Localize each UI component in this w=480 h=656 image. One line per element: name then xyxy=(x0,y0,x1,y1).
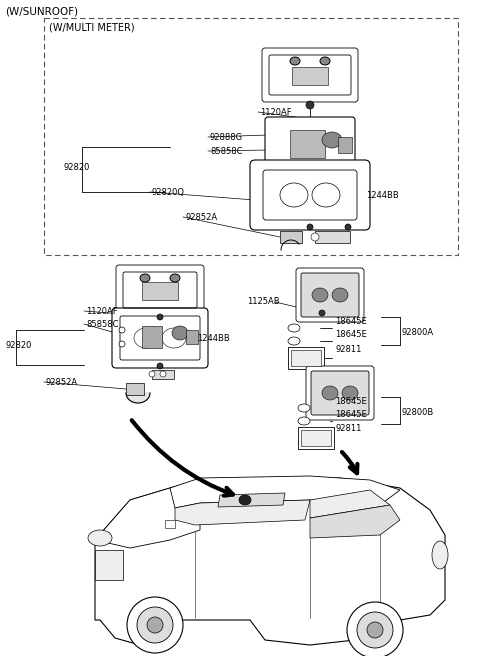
Bar xyxy=(298,427,334,449)
Text: 92820: 92820 xyxy=(5,341,31,350)
Ellipse shape xyxy=(280,183,308,207)
Circle shape xyxy=(127,597,183,653)
Ellipse shape xyxy=(290,57,300,65)
Text: 92888G: 92888G xyxy=(210,133,243,142)
Text: 85858C: 85858C xyxy=(86,320,119,329)
Ellipse shape xyxy=(332,288,348,302)
FancyBboxPatch shape xyxy=(301,273,359,317)
Ellipse shape xyxy=(322,132,342,148)
Ellipse shape xyxy=(149,371,155,377)
FancyBboxPatch shape xyxy=(311,371,369,415)
Ellipse shape xyxy=(432,541,448,569)
Bar xyxy=(142,326,162,348)
Circle shape xyxy=(147,617,163,633)
Ellipse shape xyxy=(312,288,328,302)
Polygon shape xyxy=(218,493,285,507)
Ellipse shape xyxy=(170,274,180,282)
Ellipse shape xyxy=(162,328,186,348)
Bar xyxy=(95,550,123,580)
Text: 92820: 92820 xyxy=(63,163,89,172)
Bar xyxy=(280,231,302,243)
Text: (W/MULTI METER): (W/MULTI METER) xyxy=(49,22,134,32)
Polygon shape xyxy=(126,393,150,403)
Bar xyxy=(301,430,331,446)
Polygon shape xyxy=(95,478,445,645)
Ellipse shape xyxy=(298,404,310,412)
Ellipse shape xyxy=(119,341,125,347)
Ellipse shape xyxy=(307,224,313,230)
Ellipse shape xyxy=(288,337,300,345)
Text: 92811: 92811 xyxy=(335,424,361,433)
Polygon shape xyxy=(175,500,310,525)
Ellipse shape xyxy=(320,57,330,65)
Ellipse shape xyxy=(306,101,314,109)
Text: 1125AB: 1125AB xyxy=(247,297,280,306)
Ellipse shape xyxy=(119,327,125,333)
Bar xyxy=(291,350,321,366)
Ellipse shape xyxy=(88,530,112,546)
Ellipse shape xyxy=(311,233,319,241)
Text: 92800B: 92800B xyxy=(402,408,434,417)
Ellipse shape xyxy=(134,328,158,348)
FancyBboxPatch shape xyxy=(116,265,204,315)
Ellipse shape xyxy=(157,314,163,320)
Text: (W/SUNROOF): (W/SUNROOF) xyxy=(5,7,78,17)
Text: 18645E: 18645E xyxy=(335,330,367,339)
Ellipse shape xyxy=(312,183,340,207)
Bar xyxy=(290,130,325,158)
Ellipse shape xyxy=(157,363,163,369)
Bar xyxy=(292,67,328,85)
Text: 92800A: 92800A xyxy=(402,328,434,337)
Text: 1244BB: 1244BB xyxy=(197,334,230,343)
Ellipse shape xyxy=(298,417,310,425)
Text: 18645E: 18645E xyxy=(335,410,367,419)
Polygon shape xyxy=(95,480,200,548)
Bar xyxy=(142,282,178,300)
Text: 1120AF: 1120AF xyxy=(86,307,118,316)
FancyBboxPatch shape xyxy=(265,117,355,173)
Bar xyxy=(338,137,352,153)
Bar xyxy=(126,383,144,395)
FancyBboxPatch shape xyxy=(112,308,208,368)
Polygon shape xyxy=(310,490,390,518)
Circle shape xyxy=(367,622,383,638)
Ellipse shape xyxy=(288,324,300,332)
Polygon shape xyxy=(310,505,400,538)
FancyBboxPatch shape xyxy=(296,268,364,322)
Circle shape xyxy=(347,602,403,656)
Text: 85858C: 85858C xyxy=(210,147,242,156)
Bar xyxy=(44,18,458,255)
Ellipse shape xyxy=(345,224,351,230)
Ellipse shape xyxy=(319,310,325,316)
Ellipse shape xyxy=(342,386,358,400)
Bar xyxy=(165,520,175,528)
Bar xyxy=(288,347,324,369)
Ellipse shape xyxy=(322,386,338,400)
FancyBboxPatch shape xyxy=(262,48,358,102)
Bar xyxy=(315,231,350,243)
Bar xyxy=(152,370,174,379)
Text: 1120AF: 1120AF xyxy=(260,108,292,117)
Circle shape xyxy=(137,607,173,643)
Ellipse shape xyxy=(239,495,251,505)
Text: 92820Q: 92820Q xyxy=(152,188,185,197)
FancyBboxPatch shape xyxy=(250,160,370,230)
Polygon shape xyxy=(170,476,400,508)
FancyBboxPatch shape xyxy=(306,366,374,420)
Text: 18645E: 18645E xyxy=(335,397,367,406)
Circle shape xyxy=(357,612,393,648)
Ellipse shape xyxy=(172,326,188,340)
Text: 92811: 92811 xyxy=(335,345,361,354)
Bar xyxy=(186,330,198,344)
Text: 92852A: 92852A xyxy=(185,213,217,222)
Ellipse shape xyxy=(160,371,166,377)
Text: 92852A: 92852A xyxy=(46,378,78,387)
Text: 1244BB: 1244BB xyxy=(366,191,399,200)
Text: 18645E: 18645E xyxy=(335,317,367,326)
Ellipse shape xyxy=(140,274,150,282)
